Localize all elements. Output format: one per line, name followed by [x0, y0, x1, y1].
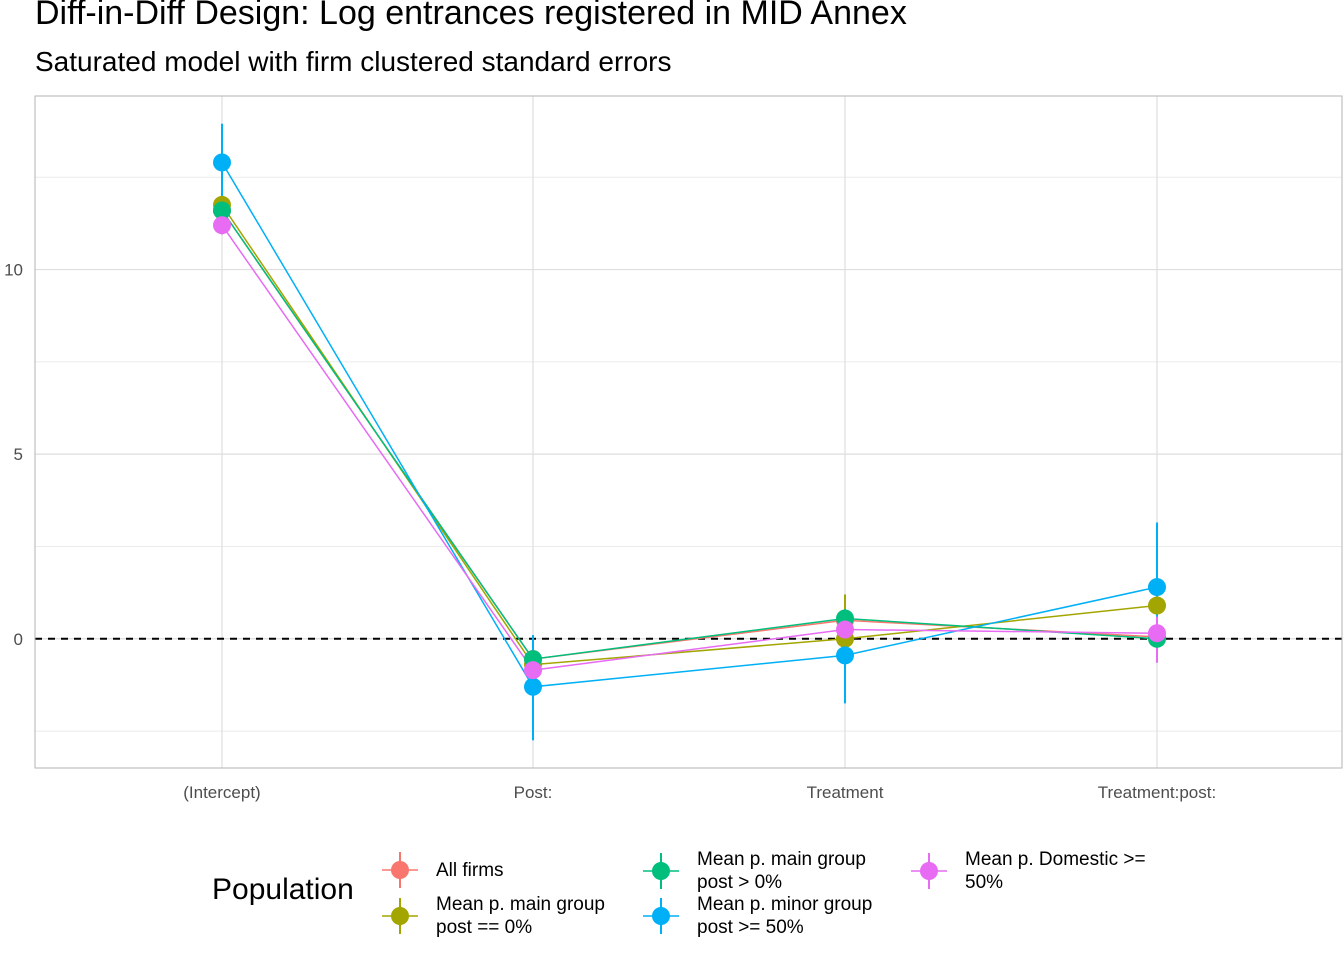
series-points-0	[213, 201, 1166, 669]
data-point	[836, 620, 854, 639]
x-tick-label: Post:	[514, 783, 553, 802]
series-line	[221, 204, 1158, 666]
x-tick-label: Treatment:post:	[1098, 783, 1216, 802]
data-point	[1148, 624, 1166, 643]
legend-key-minor-group-ge-50	[643, 898, 679, 934]
y-tick-label: 10	[4, 261, 23, 280]
series-points-2	[213, 201, 1166, 669]
legend-item-domestic-ge-50: Mean p. Domestic >= 50%	[909, 848, 1146, 894]
legend-label: Mean p. Domestic >= 50%	[965, 849, 1146, 893]
legend-key-point	[391, 907, 409, 925]
legend-item-main-group-eq-0: Mean p. main group post == 0%	[380, 893, 605, 939]
chart-subtitle: Saturated model with firm clustered stan…	[35, 46, 672, 77]
series-3	[221, 123, 1158, 741]
series-line	[221, 162, 1158, 688]
y-tick-label: 5	[14, 445, 23, 464]
x-tick-label: (Intercept)	[183, 783, 260, 802]
legend-key-domestic-ge-50	[911, 853, 947, 889]
legend-item-all-firms: All firms	[380, 850, 504, 890]
y-tick-label: 0	[14, 630, 23, 649]
legend-key-point	[652, 862, 670, 880]
data-point	[1148, 578, 1166, 597]
plot-border	[34, 95, 1343, 769]
series-line	[221, 210, 1158, 660]
series-points-1	[213, 195, 1166, 674]
legend-key-main-group-eq-0	[382, 898, 418, 934]
series-1	[221, 193, 1158, 674]
series-4	[221, 216, 1158, 680]
legend-title: Population	[212, 873, 354, 906]
legend-key-main-group-gt-0	[643, 853, 679, 889]
data-point	[836, 646, 854, 665]
data-point	[213, 201, 231, 220]
legend-label: Mean p. minor group post >= 50%	[697, 894, 873, 938]
legend-key-point	[920, 862, 938, 880]
x-tick-label: Treatment	[807, 783, 884, 802]
chart-title: Diff-in-Diff Design: Log entrances regis…	[35, 0, 907, 32]
series-points-4	[213, 216, 1166, 680]
data-point	[524, 661, 542, 680]
legend-label: Mean p. main group post > 0%	[697, 849, 866, 893]
series-line	[221, 224, 1158, 671]
legend-key-point	[652, 907, 670, 925]
data-point	[1148, 596, 1166, 615]
data-point	[524, 677, 542, 696]
series-points-3	[213, 153, 1166, 696]
legend-label: All firms	[436, 859, 504, 881]
data-point	[213, 153, 231, 172]
series-line	[221, 210, 1158, 660]
legend-label: Mean p. main group post == 0%	[436, 894, 605, 938]
data-point	[213, 216, 231, 235]
legend-key-point	[391, 861, 409, 879]
legend-key-all-firms	[382, 852, 418, 888]
legend-item-minor-group-ge-50: Mean p. minor group post >= 50%	[641, 893, 872, 939]
legend-item-main-group-gt-0: Mean p. main group post > 0%	[641, 848, 866, 894]
